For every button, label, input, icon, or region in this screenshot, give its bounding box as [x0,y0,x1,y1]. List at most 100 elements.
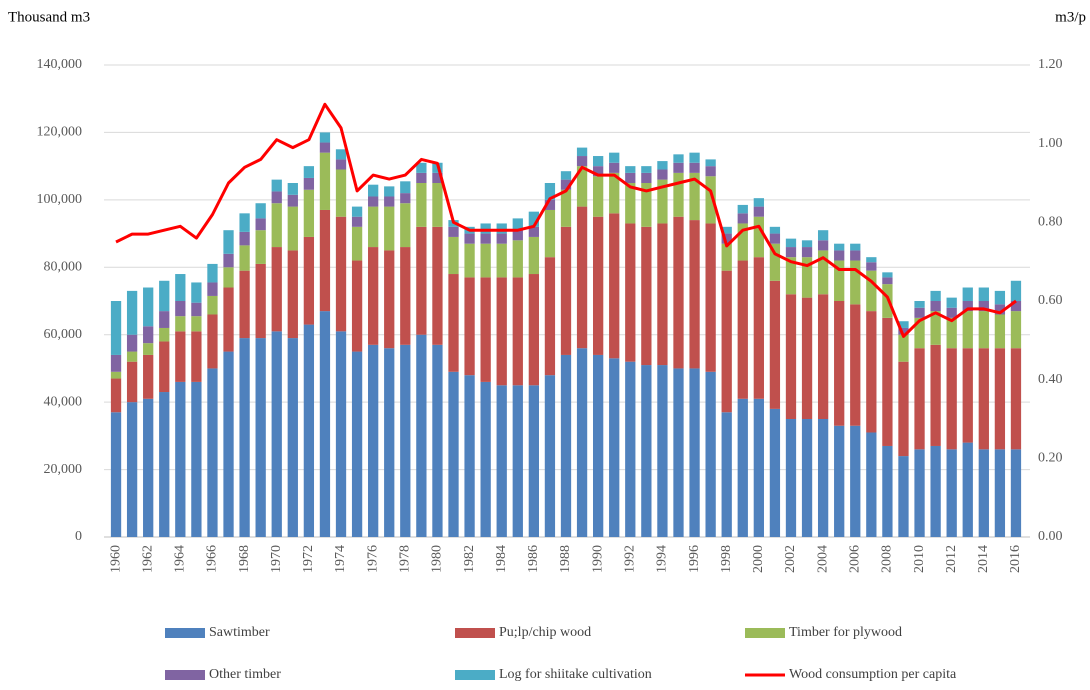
bar-segment [143,354,154,399]
bar-segment [110,371,122,379]
bar-segment [464,375,475,537]
bar-segment [207,368,218,537]
bar-segment [705,159,716,167]
bar-segment [335,159,347,170]
bar-segment [464,243,475,278]
bar-segment [673,216,684,369]
bar-segment [866,257,877,263]
bar-segment [705,223,716,372]
bar-segment [448,236,459,275]
bar-segment [576,156,588,167]
y2-tick-label: 0.80 [1038,215,1063,230]
bar-segment [560,179,572,190]
bar-segment [785,247,797,258]
bar-segment [223,253,234,268]
bar-segment [898,361,909,457]
bar-segment [689,152,700,163]
bar-segment [400,181,411,194]
bar-segment [657,179,668,224]
bar-segment [528,236,540,275]
y2-tick-label: 0.00 [1038,529,1063,544]
bar-segment [143,398,154,537]
bar-segment [335,331,347,537]
bar-segment [785,257,797,295]
bar-segment [175,316,186,332]
y-tick-label: 20,000 [44,462,83,477]
bar-segment [817,419,829,537]
bar-segment [705,176,716,224]
bar-segment [239,213,250,232]
bar-segment [834,243,845,251]
bar-segment [882,317,893,446]
bar-segment [850,250,861,261]
bar-segment [721,270,732,413]
bar-segment [673,172,684,217]
y2-tick-label: 1.20 [1038,57,1063,72]
bar-segment [994,449,1006,537]
bar-segment [544,375,556,537]
bar-segment [175,301,186,317]
bar-segment [930,301,941,312]
bar-segment [175,274,186,301]
bar-segment [319,152,331,210]
bar-segment [801,247,813,258]
bar-segment [946,317,957,349]
bar-segment [239,245,250,271]
bar-segment [207,282,218,296]
y-tick-label: 60,000 [44,327,83,342]
bar-segment [914,317,925,349]
x-tick-label: 1964 [173,545,188,573]
bar-segment [592,176,604,217]
bar-segment [496,385,507,537]
bar-segment [271,191,282,204]
bar-segment [576,206,588,349]
x-tick-label: 1974 [333,545,348,573]
bar-segment [994,290,1006,305]
x-tick-label: 2000 [751,545,766,573]
bar-segment [335,216,347,332]
x-tick-label: 2010 [912,545,927,573]
bar-segment [432,226,443,345]
x-tick-label: 1992 [622,545,637,573]
bar-segment [544,183,556,200]
bar-segment [271,179,282,192]
bar-segment [239,231,250,246]
bar-segment [351,226,363,261]
bar-segment [673,162,684,173]
bar-segment [528,385,540,537]
bar-segment [143,326,154,344]
bar-segment [576,348,588,537]
y-tick-label: 140,000 [37,57,83,72]
y-tick-label: 40,000 [44,394,83,409]
bar-segment [464,233,475,244]
x-tick-label: 1960 [108,545,123,573]
x-tick-label: 1978 [398,545,413,573]
bar-segment [721,233,732,244]
bar-segment [689,172,700,221]
bar-segment [416,172,427,183]
bar-segment [191,282,202,303]
bar-segment [271,247,282,332]
bar-segment [930,344,941,446]
bar-segment [512,230,523,241]
bar-segment [994,304,1006,315]
y-tick-label: 0 [75,529,82,544]
bar-segment [785,419,797,537]
bar-segment [898,321,909,328]
bar-segment [126,290,138,335]
bar-segment [223,267,234,288]
bar-segment [978,311,989,349]
bar-segment [416,183,427,227]
bar-segment [962,442,973,537]
bar-segment [480,381,491,537]
bar-segment [625,166,636,173]
bar-segment [625,172,636,183]
bar-segment [641,226,652,366]
y-tick-label: 80,000 [44,260,83,275]
bar-segment [400,247,411,345]
bar-segment [368,206,379,248]
bar-segment [368,344,379,537]
bar-segment [946,297,957,308]
bar-segment [850,243,861,251]
y2-axis-title: m3/p [1055,9,1086,25]
